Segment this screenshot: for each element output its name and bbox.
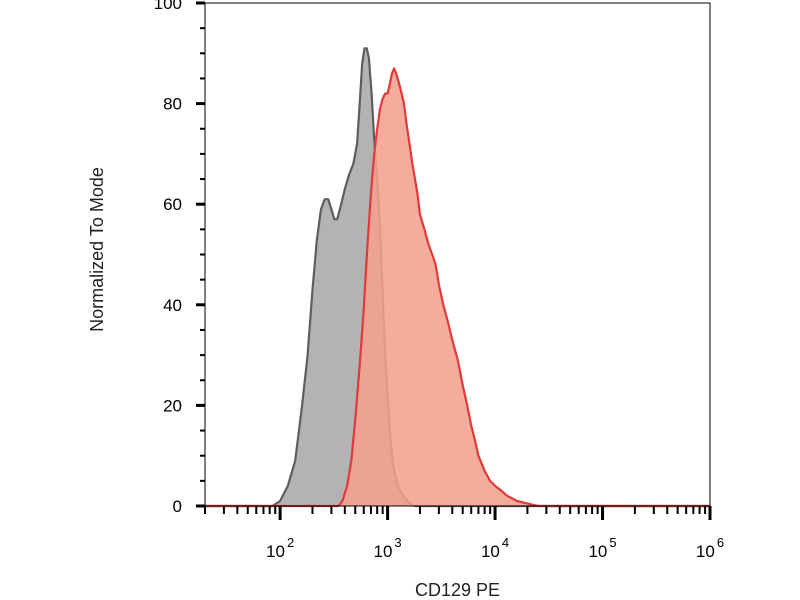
y-tick-label: 20 bbox=[163, 396, 182, 415]
series-line-cd129-pe bbox=[205, 67, 710, 508]
y-tick-label: 80 bbox=[163, 95, 182, 114]
y-tick-label: 40 bbox=[163, 296, 182, 315]
axis-layer: 0 20 40 60 80 100 10 2 10 3 10 4 10 5 10 6 bbox=[154, 0, 724, 561]
y-tick-label: 0 bbox=[173, 497, 182, 516]
series-area-isotype-control bbox=[205, 48, 710, 507]
y-tick-label: 60 bbox=[163, 195, 182, 214]
x-tick-label: 10 5 bbox=[588, 535, 616, 561]
x-tick-label: 10 2 bbox=[266, 535, 294, 561]
series-layer bbox=[205, 47, 710, 508]
y-axis-title: Normalized To Mode bbox=[87, 167, 107, 332]
x-tick-label: 10 6 bbox=[696, 535, 724, 561]
series-area-cd129-pe bbox=[205, 68, 710, 507]
y-tick-label: 100 bbox=[154, 0, 182, 13]
x-tick-label: 10 4 bbox=[481, 535, 509, 561]
x-tick-label: 10 3 bbox=[374, 535, 402, 561]
x-axis-title: CD129 PE bbox=[415, 580, 500, 600]
